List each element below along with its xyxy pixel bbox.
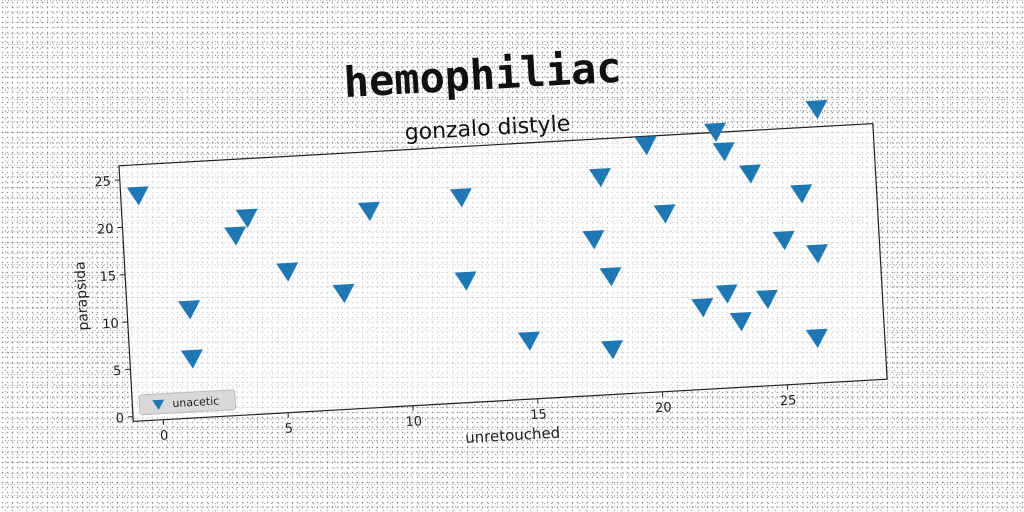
legend-marker-icon [152, 399, 165, 410]
y-axis-label: parapsida [72, 261, 92, 331]
scatter-point [806, 244, 828, 264]
x-tick-label: 0 [160, 428, 169, 443]
scatter-point [772, 230, 795, 251]
y-tick-label: 15 [99, 269, 116, 285]
y-tick-label: 0 [115, 411, 124, 426]
scatter-point [224, 226, 247, 246]
scatter-point [805, 328, 828, 348]
scatter-point [235, 208, 258, 228]
scatter-point [634, 135, 657, 156]
y-tick-label: 10 [102, 316, 119, 332]
scatter-point [178, 300, 201, 320]
x-tick-label: 20 [655, 400, 672, 416]
x-axis-label: unretouched [465, 424, 561, 447]
scatter-point [582, 230, 605, 250]
scatter-point [601, 340, 624, 360]
scatter-point [276, 262, 299, 282]
scatter-point [454, 271, 477, 291]
scatter-point [790, 184, 813, 204]
scatter-point [704, 122, 727, 142]
plot-area [118, 122, 888, 422]
scatter-point [599, 267, 622, 287]
legend: unacetic [138, 389, 237, 416]
y-axis-ticks: 0 5 10 15 20 25 [94, 174, 134, 427]
scatter-point [332, 283, 355, 304]
x-tick-label: 10 [405, 414, 422, 430]
scatter-point [588, 167, 611, 188]
scatter-point [180, 349, 203, 369]
x-tick-label: 5 [284, 421, 293, 436]
y-tick-label: 20 [97, 222, 114, 238]
scatter-point [738, 164, 761, 184]
chart-subtitle: gonzalo distyle [404, 112, 571, 146]
x-tick-label: 15 [530, 407, 547, 423]
scatter-point [755, 289, 778, 309]
scatter-point [805, 99, 828, 120]
data-markers [126, 99, 828, 369]
x-tick-label: 25 [780, 393, 797, 409]
y-tick-label: 25 [94, 174, 111, 190]
scatter-point [729, 312, 752, 332]
scatter-point [712, 142, 735, 162]
chart-title: hemophiliac [342, 43, 622, 107]
x-axis-ticks: 0 5 10 15 20 25 [160, 384, 797, 444]
scatter-point [691, 298, 714, 318]
scatter-point [653, 204, 676, 224]
scatter-point [357, 201, 380, 222]
scatter-point [449, 188, 472, 208]
y-tick-label: 5 [113, 364, 122, 379]
scatter-point [715, 284, 738, 304]
scatter-point [517, 331, 540, 351]
scatter-point [126, 186, 149, 206]
legend-box [138, 389, 237, 416]
legend-label: unacetic [172, 395, 220, 411]
